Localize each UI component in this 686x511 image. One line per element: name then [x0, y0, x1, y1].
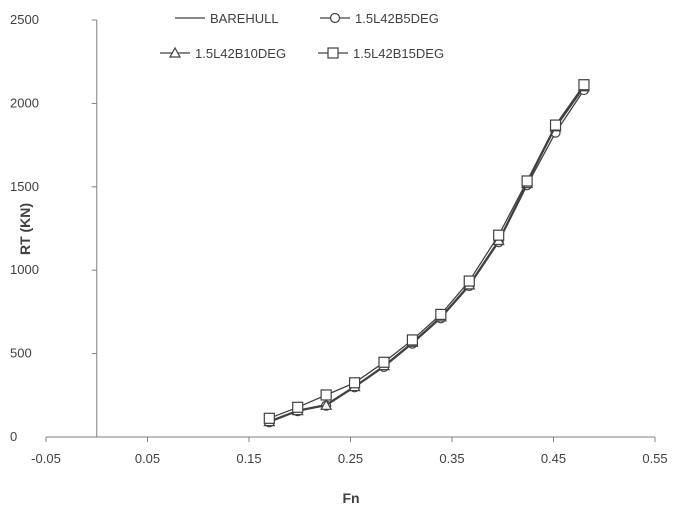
data-point — [521, 175, 533, 187]
series-line — [269, 87, 585, 422]
legend-item: BAREHULL — [175, 11, 279, 26]
data-point — [320, 399, 333, 410]
series-1.5l42b10deg — [263, 80, 590, 427]
plot-area — [263, 79, 590, 428]
x-tick-label: -0.05 — [31, 451, 61, 466]
x-axis-title: Fn — [342, 490, 359, 506]
legend-label: 1.5L42B5DEG — [355, 11, 439, 26]
legend-marker — [327, 47, 339, 59]
legend-item: 1.5L42B15DEG — [318, 46, 444, 61]
data-point — [263, 412, 275, 424]
data-point — [320, 389, 332, 401]
series-line — [269, 86, 585, 423]
legend-label: 1.5L42B15DEG — [353, 46, 444, 61]
y-tick-label: 0 — [10, 429, 17, 444]
y-axis-title: RT (KN) — [17, 203, 33, 255]
data-point — [493, 229, 505, 241]
legend-item: 1.5L42B5DEG — [320, 11, 439, 26]
y-tick-label: 500 — [10, 346, 32, 361]
series-1.5l42b5deg — [264, 84, 590, 428]
data-point — [378, 356, 390, 368]
series-1.5l42b15deg — [263, 79, 590, 424]
data-point — [406, 334, 419, 346]
series-line — [269, 84, 585, 419]
legend: BAREHULL 1.5L42B5DEG 1.5L42B10DEG 1.5L42B15… — [160, 11, 444, 61]
y-tick-label: 2000 — [10, 95, 39, 110]
x-tick-label: 0.25 — [338, 451, 363, 466]
legend-marker — [329, 12, 341, 24]
data-point — [348, 377, 361, 389]
data-point — [435, 308, 447, 321]
legend-marker — [168, 46, 182, 58]
x-tick-label: 0.55 — [642, 451, 667, 466]
x-tick-label: 0.15 — [236, 451, 261, 466]
x-tick-label: 0.05 — [135, 451, 160, 466]
y-tick-label: 1500 — [10, 179, 39, 194]
y-tick-label: 1000 — [10, 262, 39, 277]
legend-label: BAREHULL — [210, 11, 279, 26]
series-barehull — [269, 87, 585, 422]
axes: 0 500 1000 1500 2000 2500 -0.05 0.05 0.15 0.25 0.3… — [10, 12, 668, 466]
data-point — [578, 79, 590, 91]
legend-item: 1.5L42B10DEG — [160, 46, 286, 61]
x-tick-label: 0.45 — [541, 451, 566, 466]
y-tick-label: 2500 — [10, 12, 39, 27]
data-point — [292, 401, 304, 413]
legend-label: 1.5L42B10DEG — [195, 46, 286, 61]
x-tick-label: 0.35 — [439, 451, 464, 466]
data-point — [549, 119, 562, 131]
series-line — [269, 89, 585, 423]
data-point — [463, 275, 475, 287]
